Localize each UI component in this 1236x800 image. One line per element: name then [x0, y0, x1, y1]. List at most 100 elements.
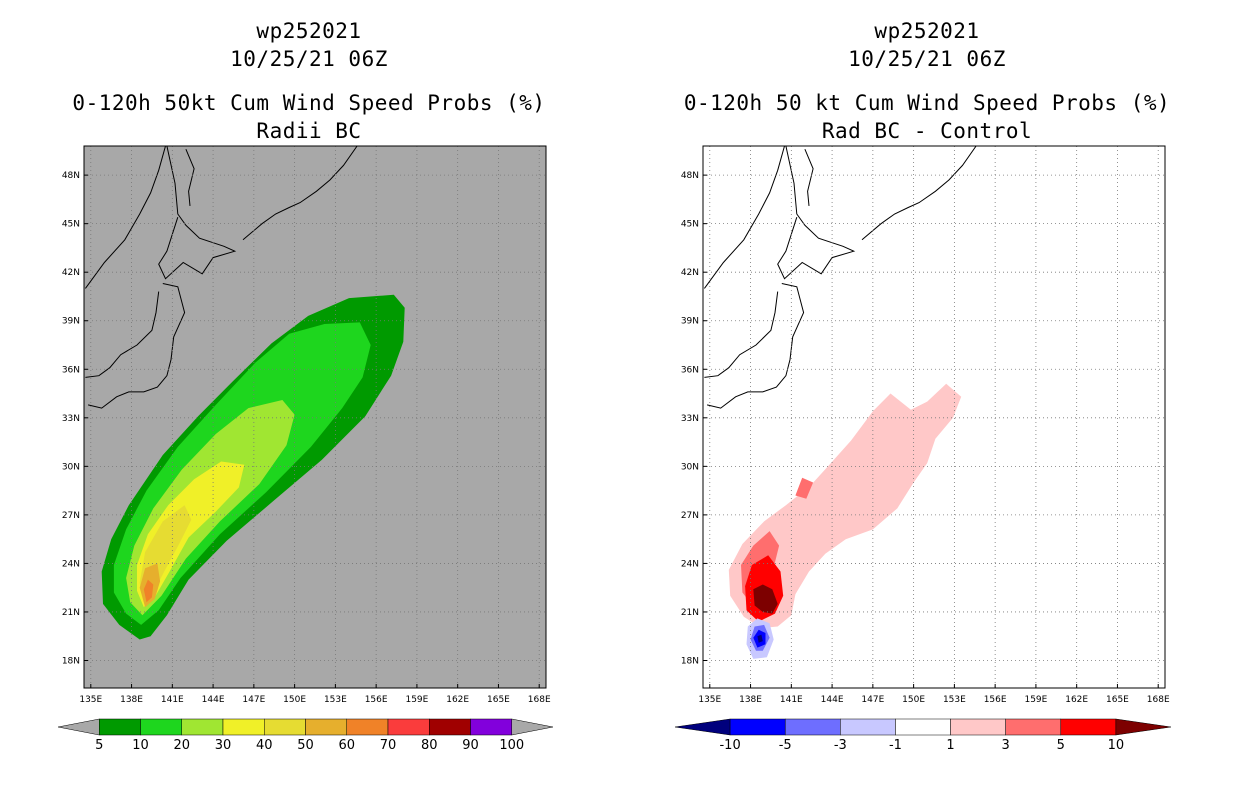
colorbar-label: 90	[462, 738, 479, 753]
colorbar-segment	[895, 718, 951, 736]
contour-level-10	[753, 584, 778, 614]
colorbar-segment	[729, 718, 786, 736]
y-tick-label: 39N	[681, 317, 699, 327]
x-tick-label: 138E	[739, 695, 762, 705]
y-tick-label: 48N	[681, 171, 699, 181]
x-tick-label: 159E	[405, 695, 428, 705]
panel-1: 135E 138E 141E 144E 147E 150E 153E 156E 159E 162E…	[62, 145, 551, 705]
colorbar-segment	[140, 718, 182, 736]
x-tick-label: 168E	[528, 695, 551, 705]
y-tick-label: 18N	[681, 656, 699, 666]
contour-level-1	[728, 383, 962, 629]
colorbar-segment	[387, 718, 430, 736]
colorbar-2: -10 -5 -3 -1 1 3 5 10	[674, 718, 1172, 753]
colorbar-label: 5	[1057, 738, 1065, 753]
colorbar-segment	[305, 718, 347, 736]
y-tick-label: 21N	[681, 608, 699, 618]
colorbar-label: 1	[946, 738, 954, 753]
y-tick-label: 42N	[62, 268, 80, 278]
colorbar-segment	[181, 718, 224, 736]
x-tick-label: 150E	[902, 695, 925, 705]
colorbar-label: -1	[889, 738, 902, 753]
colorbar-segment	[1115, 718, 1172, 736]
coastline	[777, 146, 856, 280]
right-datetime: 10/25/21 06Z	[848, 47, 1006, 71]
colorbar-segment	[511, 718, 554, 736]
panel-2: 135E 138E 141E 144E 147E 150E 153E 156E 159E 162E…	[681, 145, 1170, 705]
colorbar-segment	[1060, 718, 1117, 736]
colorbar-label: 10	[132, 738, 149, 753]
left-datetime: 10/25/21 06Z	[230, 47, 388, 71]
colorbar-label: -10	[719, 738, 740, 753]
y-tick-label: 48N	[62, 171, 80, 181]
y-tick-label: 21N	[62, 608, 80, 618]
y-tick-label: 30N	[62, 462, 80, 472]
colorbar-segment	[1005, 718, 1062, 736]
x-tick-label: 150E	[283, 695, 306, 705]
y-tick-label: 45N	[62, 220, 80, 230]
colorbar-segment	[470, 718, 512, 736]
contour-level-neg10	[757, 634, 763, 643]
colorbar-label: 3	[1002, 738, 1010, 753]
colorbar-label: 50	[297, 738, 314, 753]
left-chart-title: 0-120h 50kt Cum Wind Speed Probs (%)	[72, 91, 546, 115]
x-tick-label: 156E	[365, 695, 388, 705]
x-tick-label: 141E	[161, 695, 184, 705]
contour-level-60	[143, 579, 154, 603]
colorbar-segment	[950, 718, 1006, 736]
colorbar-label: 70	[380, 738, 397, 753]
y-tick-label: 36N	[62, 365, 80, 375]
x-tick-label: 162E	[1065, 695, 1088, 705]
coastline	[87, 283, 186, 409]
y-tick-label: 39N	[62, 317, 80, 327]
y-tick-label: 36N	[681, 365, 699, 375]
coastline	[704, 291, 779, 378]
colorbar-segment	[429, 718, 471, 736]
probability-field	[84, 146, 405, 640]
y-tick-label: 42N	[681, 268, 699, 278]
y-tick-label: 27N	[62, 511, 80, 521]
x-tick-label: 153E	[324, 695, 347, 705]
y-tick-label: 33N	[62, 414, 80, 424]
x-tick-label: 144E	[202, 695, 225, 705]
x-tick-label: 135E	[698, 695, 721, 705]
colorbar-label: 5	[95, 738, 103, 753]
x-tick-label: 144E	[821, 695, 844, 705]
colorbar-label: 80	[421, 738, 438, 753]
left-storm-id: wp252021	[256, 19, 362, 43]
y-tick-label: 45N	[681, 220, 699, 230]
x-tick-label: 165E	[487, 695, 510, 705]
right-chart-subtitle: Rad BC - Control	[821, 119, 1033, 143]
colorbar-segment	[222, 718, 265, 736]
colorbar-segment	[99, 718, 141, 736]
x-tick-label: 147E	[242, 695, 265, 705]
colorbar-1: 5 10 20 30 40 50 60 70 80 90 100	[57, 718, 554, 753]
coastline	[85, 291, 160, 378]
coastline	[804, 149, 814, 206]
x-tick-label: 153E	[943, 695, 966, 705]
x-tick-label: 165E	[1106, 695, 1129, 705]
y-tick-label: 33N	[681, 414, 699, 424]
x-tick-label: 147E	[861, 695, 884, 705]
colorbar-label: -3	[834, 738, 847, 753]
colorbar-segment	[674, 718, 731, 736]
y-tick-label: 24N	[62, 559, 80, 569]
x-tick-label: 159E	[1024, 695, 1047, 705]
x-tick-label: 135E	[79, 695, 102, 705]
colorbar-label: 20	[173, 738, 190, 753]
x-tick-label: 168E	[1147, 695, 1170, 705]
coastline	[84, 146, 166, 289]
coastline	[242, 146, 358, 241]
colorbar-label: 10	[1108, 738, 1125, 753]
x-tick-label: 156E	[984, 695, 1007, 705]
x-tick-label: 138E	[120, 695, 143, 705]
colorbar-label: 30	[215, 738, 232, 753]
colorbar-segment	[784, 718, 841, 736]
colorbar-label: -5	[779, 738, 792, 753]
y-tick-label: 18N	[62, 656, 80, 666]
colorbar-label: 100	[499, 738, 524, 753]
map-frame	[702, 145, 1166, 689]
map-frame	[83, 145, 547, 689]
coastline	[706, 283, 805, 409]
